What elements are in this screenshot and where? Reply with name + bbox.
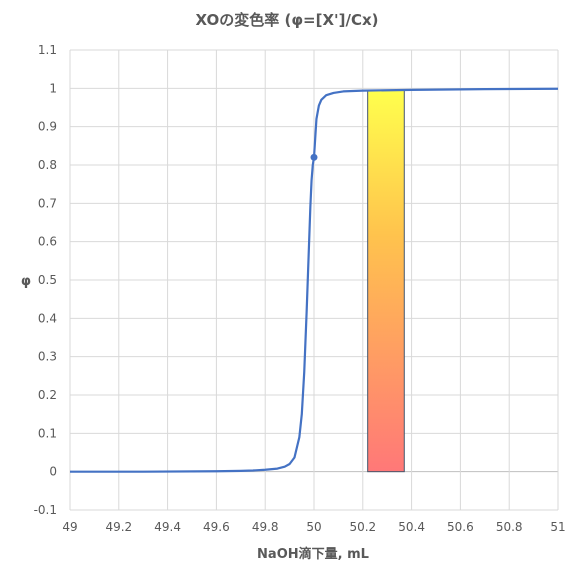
- y-tick-label: 0.7: [38, 196, 57, 210]
- chart-title: XOの変色率 (φ=[X']/Cx): [195, 11, 378, 29]
- x-tick-label: 50.8: [496, 520, 523, 534]
- y-tick-label: -0.1: [34, 503, 57, 517]
- y-tick-label: 0.8: [38, 158, 57, 172]
- titration-curve: [70, 87, 559, 473]
- y-tick-label: 0.2: [38, 388, 57, 402]
- tick-layer: -0.1 0 0.1 0.2 0.3 0.4 0.5 0.6 0.7 0.8 0.9 1 1.1 49 49…: [34, 43, 566, 534]
- x-tick-label: 49.8: [252, 520, 279, 534]
- x-tick-label: 50.4: [398, 520, 425, 534]
- x-tick-label: 50.2: [349, 520, 376, 534]
- x-tick-label: 49.2: [105, 520, 132, 534]
- y-tick-label: 1: [49, 81, 57, 95]
- y-tick-label: 0.6: [38, 235, 57, 249]
- indicator-band-layer: [367, 89, 405, 473]
- y-tick-label: 0.3: [38, 350, 57, 364]
- x-axis-label: NaOH滴下量, mL: [257, 546, 369, 562]
- x-tick-label: 49.4: [154, 520, 181, 534]
- y-tick-label: 1.1: [38, 43, 57, 57]
- y-tick-label: 0.4: [38, 311, 57, 325]
- equivalence-point-marker: [310, 153, 318, 161]
- grid-layer: [69, 49, 559, 511]
- y-tick-label: 0.5: [38, 273, 57, 287]
- y-tick-label: 0: [49, 465, 57, 479]
- x-tick-label: 51: [550, 520, 565, 534]
- y-tick-label: 0.1: [38, 426, 57, 440]
- indicator-band: [367, 89, 405, 473]
- y-axis-label: φ: [21, 274, 31, 289]
- x-tick-label: 49: [62, 520, 77, 534]
- x-tick-label: 49.6: [203, 520, 230, 534]
- series-layer: [70, 87, 559, 473]
- y-tick-label: 0.9: [38, 120, 57, 134]
- x-tick-label: 50: [306, 520, 321, 534]
- x-tick-label: 50.6: [447, 520, 474, 534]
